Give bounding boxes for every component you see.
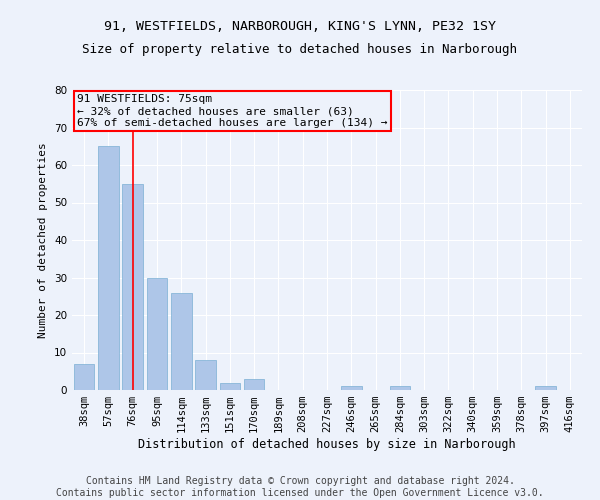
- Bar: [389, 386, 410, 390]
- Bar: [220, 382, 240, 390]
- Bar: [74, 364, 94, 390]
- Y-axis label: Number of detached properties: Number of detached properties: [38, 142, 49, 338]
- Text: Size of property relative to detached houses in Narborough: Size of property relative to detached ho…: [83, 42, 517, 56]
- X-axis label: Distribution of detached houses by size in Narborough: Distribution of detached houses by size …: [138, 438, 516, 451]
- Bar: [195, 360, 216, 390]
- Bar: [98, 146, 119, 390]
- Bar: [341, 386, 362, 390]
- Text: 91 WESTFIELDS: 75sqm
← 32% of detached houses are smaller (63)
67% of semi-detac: 91 WESTFIELDS: 75sqm ← 32% of detached h…: [77, 94, 388, 128]
- Bar: [122, 184, 143, 390]
- Bar: [146, 278, 167, 390]
- Text: 91, WESTFIELDS, NARBOROUGH, KING'S LYNN, PE32 1SY: 91, WESTFIELDS, NARBOROUGH, KING'S LYNN,…: [104, 20, 496, 33]
- Bar: [171, 292, 191, 390]
- Bar: [535, 386, 556, 390]
- Text: Contains HM Land Registry data © Crown copyright and database right 2024.
Contai: Contains HM Land Registry data © Crown c…: [56, 476, 544, 498]
- Bar: [244, 379, 265, 390]
